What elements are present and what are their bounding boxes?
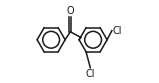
- Text: Cl: Cl: [86, 69, 95, 79]
- Text: O: O: [66, 6, 74, 16]
- Text: Cl: Cl: [113, 26, 122, 36]
